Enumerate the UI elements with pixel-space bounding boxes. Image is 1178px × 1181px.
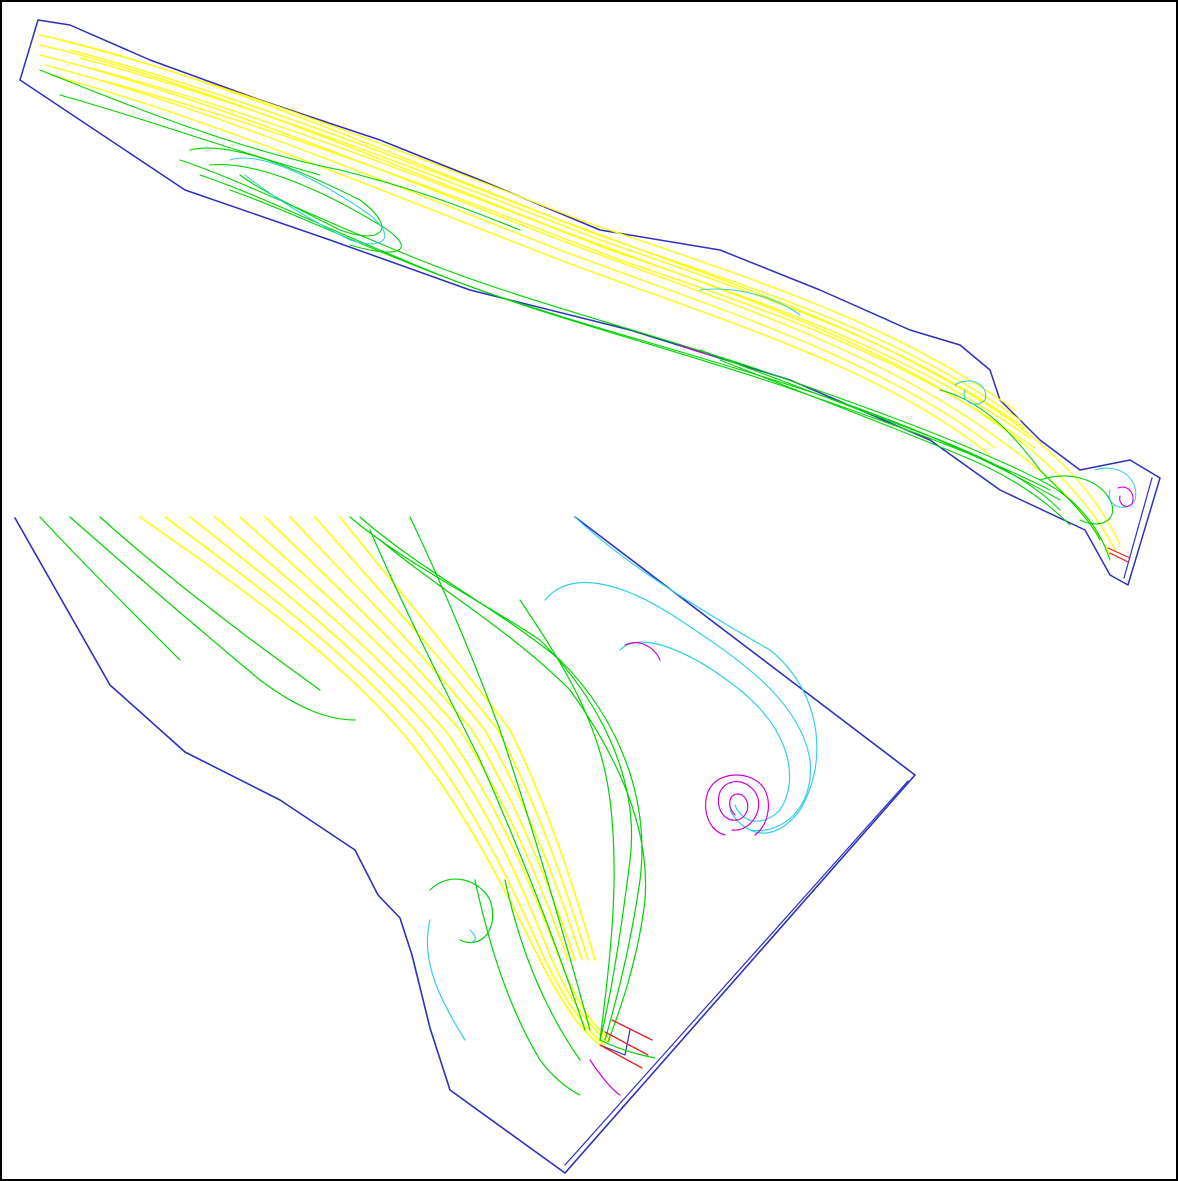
detail-inner-wall	[564, 780, 909, 1166]
detail-boundary	[14, 516, 916, 1174]
detail-outlet-slot	[599, 1029, 631, 1056]
detail-main-jet	[139, 516, 611, 1046]
outlet-detail-panel	[14, 516, 916, 1174]
outlet-wall	[1123, 477, 1153, 579]
slow-recirculation-streamlines	[229, 157, 1137, 508]
vortex-streamlines	[679, 344, 1134, 507]
main-jet-streamlines	[39, 34, 1121, 556]
inlet-jet-streamlines	[1107, 547, 1131, 563]
detail-medium-speed	[39, 516, 656, 1096]
detail-inlet-jet	[599, 1019, 653, 1069]
channel-boundary	[19, 19, 1161, 586]
overview-panel	[19, 19, 1161, 586]
medium-speed-streamlines	[39, 69, 1114, 561]
detail-slow-recirculation	[426, 516, 818, 1041]
detail-vortex-core	[589, 642, 769, 1096]
